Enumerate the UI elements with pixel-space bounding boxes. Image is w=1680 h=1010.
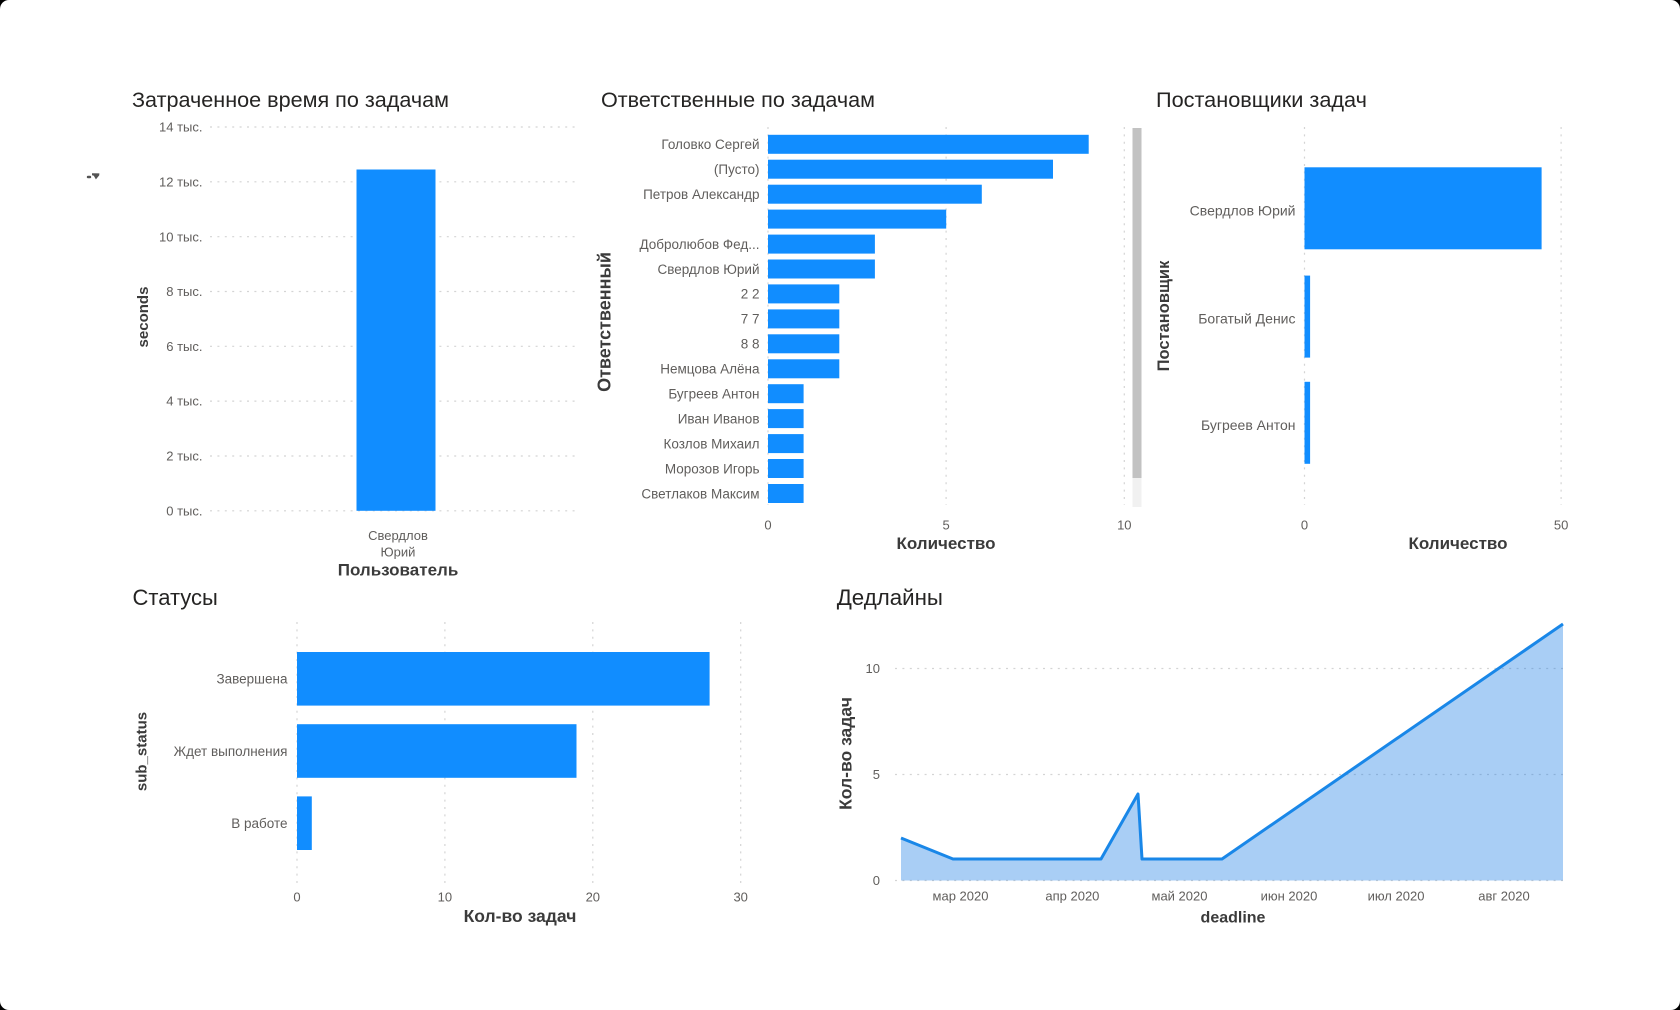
svg-text:0: 0 <box>873 873 880 888</box>
svg-text:0: 0 <box>764 518 771 533</box>
svg-text:0: 0 <box>1301 518 1308 533</box>
svg-text:2 тыс.: 2 тыс. <box>166 449 202 464</box>
svg-text:мар 2020: мар 2020 <box>933 889 989 904</box>
svg-text:Юрий: Юрий <box>381 545 416 560</box>
svg-text:Пользователь: Пользователь <box>338 561 459 580</box>
svg-text:В работе: В работе <box>231 816 287 831</box>
svg-text:Бугреев Антон: Бугреев Антон <box>1201 417 1296 433</box>
svg-text:50: 50 <box>1554 518 1568 533</box>
svg-text:Постановщики задач: Постановщики задач <box>1156 87 1367 112</box>
svg-text:Количество: Количество <box>1408 534 1507 553</box>
svg-text:deadline: deadline <box>1201 910 1266 927</box>
svg-text:5: 5 <box>942 518 949 533</box>
svg-text:Богатый Денис: Богатый Денис <box>1198 311 1295 327</box>
svg-text:Свердлов: Свердлов <box>368 528 428 543</box>
svg-text:Петров Александр: Петров Александр <box>643 187 759 202</box>
svg-text:10: 10 <box>866 661 880 676</box>
svg-text:май 2020: май 2020 <box>1152 889 1208 904</box>
svg-text:0 тыс.: 0 тыс. <box>166 503 202 518</box>
svg-text:30: 30 <box>733 890 747 905</box>
svg-text:Свердлов Юрий: Свердлов Юрий <box>1190 202 1296 218</box>
svg-text:Статусы: Статусы <box>133 585 218 610</box>
svg-text:Дедлайны: Дедлайны <box>837 585 943 610</box>
svg-text:7 7: 7 7 <box>741 312 760 327</box>
svg-text:Светлаков Максим: Светлаков Максим <box>641 486 759 501</box>
svg-text:6 тыс.: 6 тыс. <box>166 339 202 354</box>
svg-text:10: 10 <box>438 890 452 905</box>
svg-text:4 тыс.: 4 тыс. <box>166 394 202 409</box>
svg-text:апр 2020: апр 2020 <box>1045 889 1099 904</box>
svg-text:10: 10 <box>1117 518 1131 533</box>
svg-text:Немцова Алёна: Немцова Алёна <box>660 362 760 377</box>
svg-text:8 8: 8 8 <box>741 337 760 352</box>
svg-text:авг 2020: авг 2020 <box>1478 889 1529 904</box>
svg-text:(Пусто): (Пусто) <box>714 162 760 177</box>
svg-text:Головко Сергей: Головко Сергей <box>661 137 759 152</box>
svg-text:Козлов Михаил: Козлов Михаил <box>663 436 759 451</box>
svg-text:Количество: Количество <box>896 534 995 553</box>
svg-text:Бугреев Антон: Бугреев Антон <box>668 387 759 402</box>
svg-text:Свердлов Юрий: Свердлов Юрий <box>657 262 759 277</box>
svg-text:Кол-во задач: Кол-во задач <box>836 697 856 810</box>
svg-text:Иван Иванов: Иван Иванов <box>678 411 760 426</box>
svg-text:июн 2020: июн 2020 <box>1261 889 1318 904</box>
svg-text:Ждет выполнения: Ждет выполнения <box>174 744 288 759</box>
svg-text:12 тыс.: 12 тыс. <box>159 174 202 189</box>
svg-text:Морозов Игорь: Морозов Игорь <box>665 461 760 476</box>
svg-text:Затраченное время по задачам: Затраченное время по задачам <box>132 87 449 112</box>
svg-text:14 тыс.: 14 тыс. <box>159 120 202 135</box>
svg-text:seconds: seconds <box>135 287 152 348</box>
svg-text:10 тыс.: 10 тыс. <box>159 229 202 244</box>
svg-text:Ответственный: Ответственный <box>595 252 615 392</box>
svg-text:20: 20 <box>586 890 600 905</box>
svg-text:8 тыс.: 8 тыс. <box>166 284 202 299</box>
svg-text:2 2: 2 2 <box>741 287 760 302</box>
svg-text:5: 5 <box>873 767 880 782</box>
svg-text:Кол-во задач: Кол-во задач <box>464 906 577 926</box>
svg-text:Постановщик: Постановщик <box>1155 260 1173 371</box>
svg-text:Ответственные по задачам: Ответственные по задачам <box>601 87 875 112</box>
svg-text:sub_status: sub_status <box>134 712 151 791</box>
svg-text:Добролюбов Фед...: Добролюбов Фед... <box>639 237 759 252</box>
svg-text:июл 2020: июл 2020 <box>1368 889 1425 904</box>
svg-text:0: 0 <box>293 890 300 905</box>
svg-text:Завершена: Завершена <box>216 672 287 687</box>
